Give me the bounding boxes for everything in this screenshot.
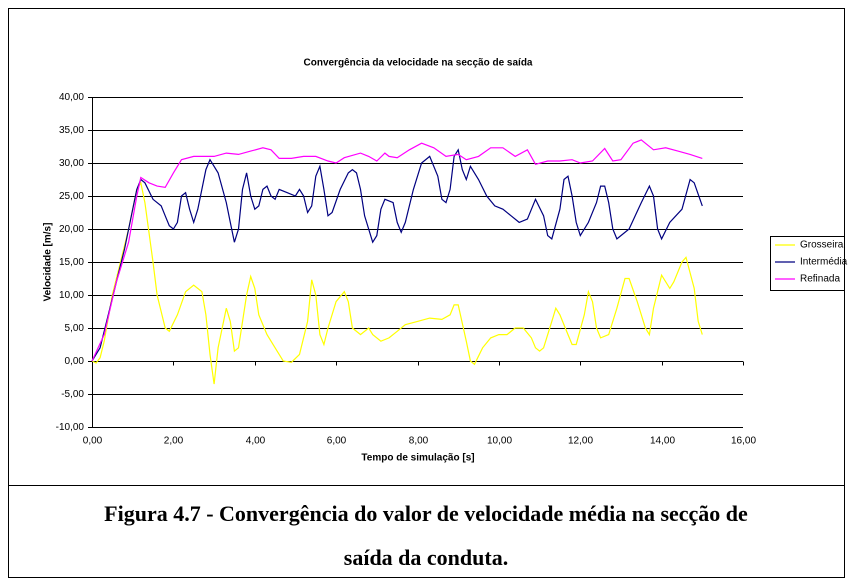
y-tick-label: -5,00: [61, 389, 84, 400]
y-tick-label: 35,00: [59, 125, 84, 136]
x-tick-label: 8,00: [409, 436, 429, 447]
series-line: [91, 181, 703, 385]
y-tick-label: 25,00: [59, 191, 84, 202]
chart-title: Convergência da velocidade na secção de …: [304, 58, 533, 69]
series-line: [91, 148, 703, 362]
legend-label: Grosseira: [800, 240, 844, 251]
x-axis-label: Tempo de simulação [s]: [361, 453, 474, 464]
legend-label: Refinada: [800, 274, 840, 285]
series-line: [91, 139, 703, 362]
x-tick-label: 10,00: [487, 436, 512, 447]
x-tick-label: 6,00: [327, 436, 347, 447]
y-tick-label: 20,00: [59, 224, 84, 235]
y-tick-label: 40,00: [59, 92, 84, 103]
y-tick-label: 5,00: [65, 323, 85, 334]
legend-label: Intermédia: [800, 257, 848, 268]
y-axis-label: Velocidade [m/s]: [43, 223, 54, 302]
x-tick-label: 2,00: [164, 436, 184, 447]
y-tick-label: -10,00: [56, 422, 85, 433]
y-tick-label: 0,00: [65, 356, 85, 367]
caption-line: saída da conduta.: [344, 545, 508, 570]
figure-frame: [8, 8, 845, 578]
x-tick-label: 12,00: [568, 436, 593, 447]
x-tick-label: 0,00: [83, 436, 103, 447]
caption-line: Figura 4.7 - Convergência do valor de ve…: [104, 501, 748, 526]
x-tick-label: 16,00: [731, 436, 756, 447]
x-tick-label: 4,00: [246, 436, 266, 447]
x-tick-label: 14,00: [650, 436, 675, 447]
y-tick-label: 15,00: [59, 257, 84, 268]
y-tick-label: 30,00: [59, 158, 84, 169]
y-tick-label: 10,00: [59, 290, 84, 301]
